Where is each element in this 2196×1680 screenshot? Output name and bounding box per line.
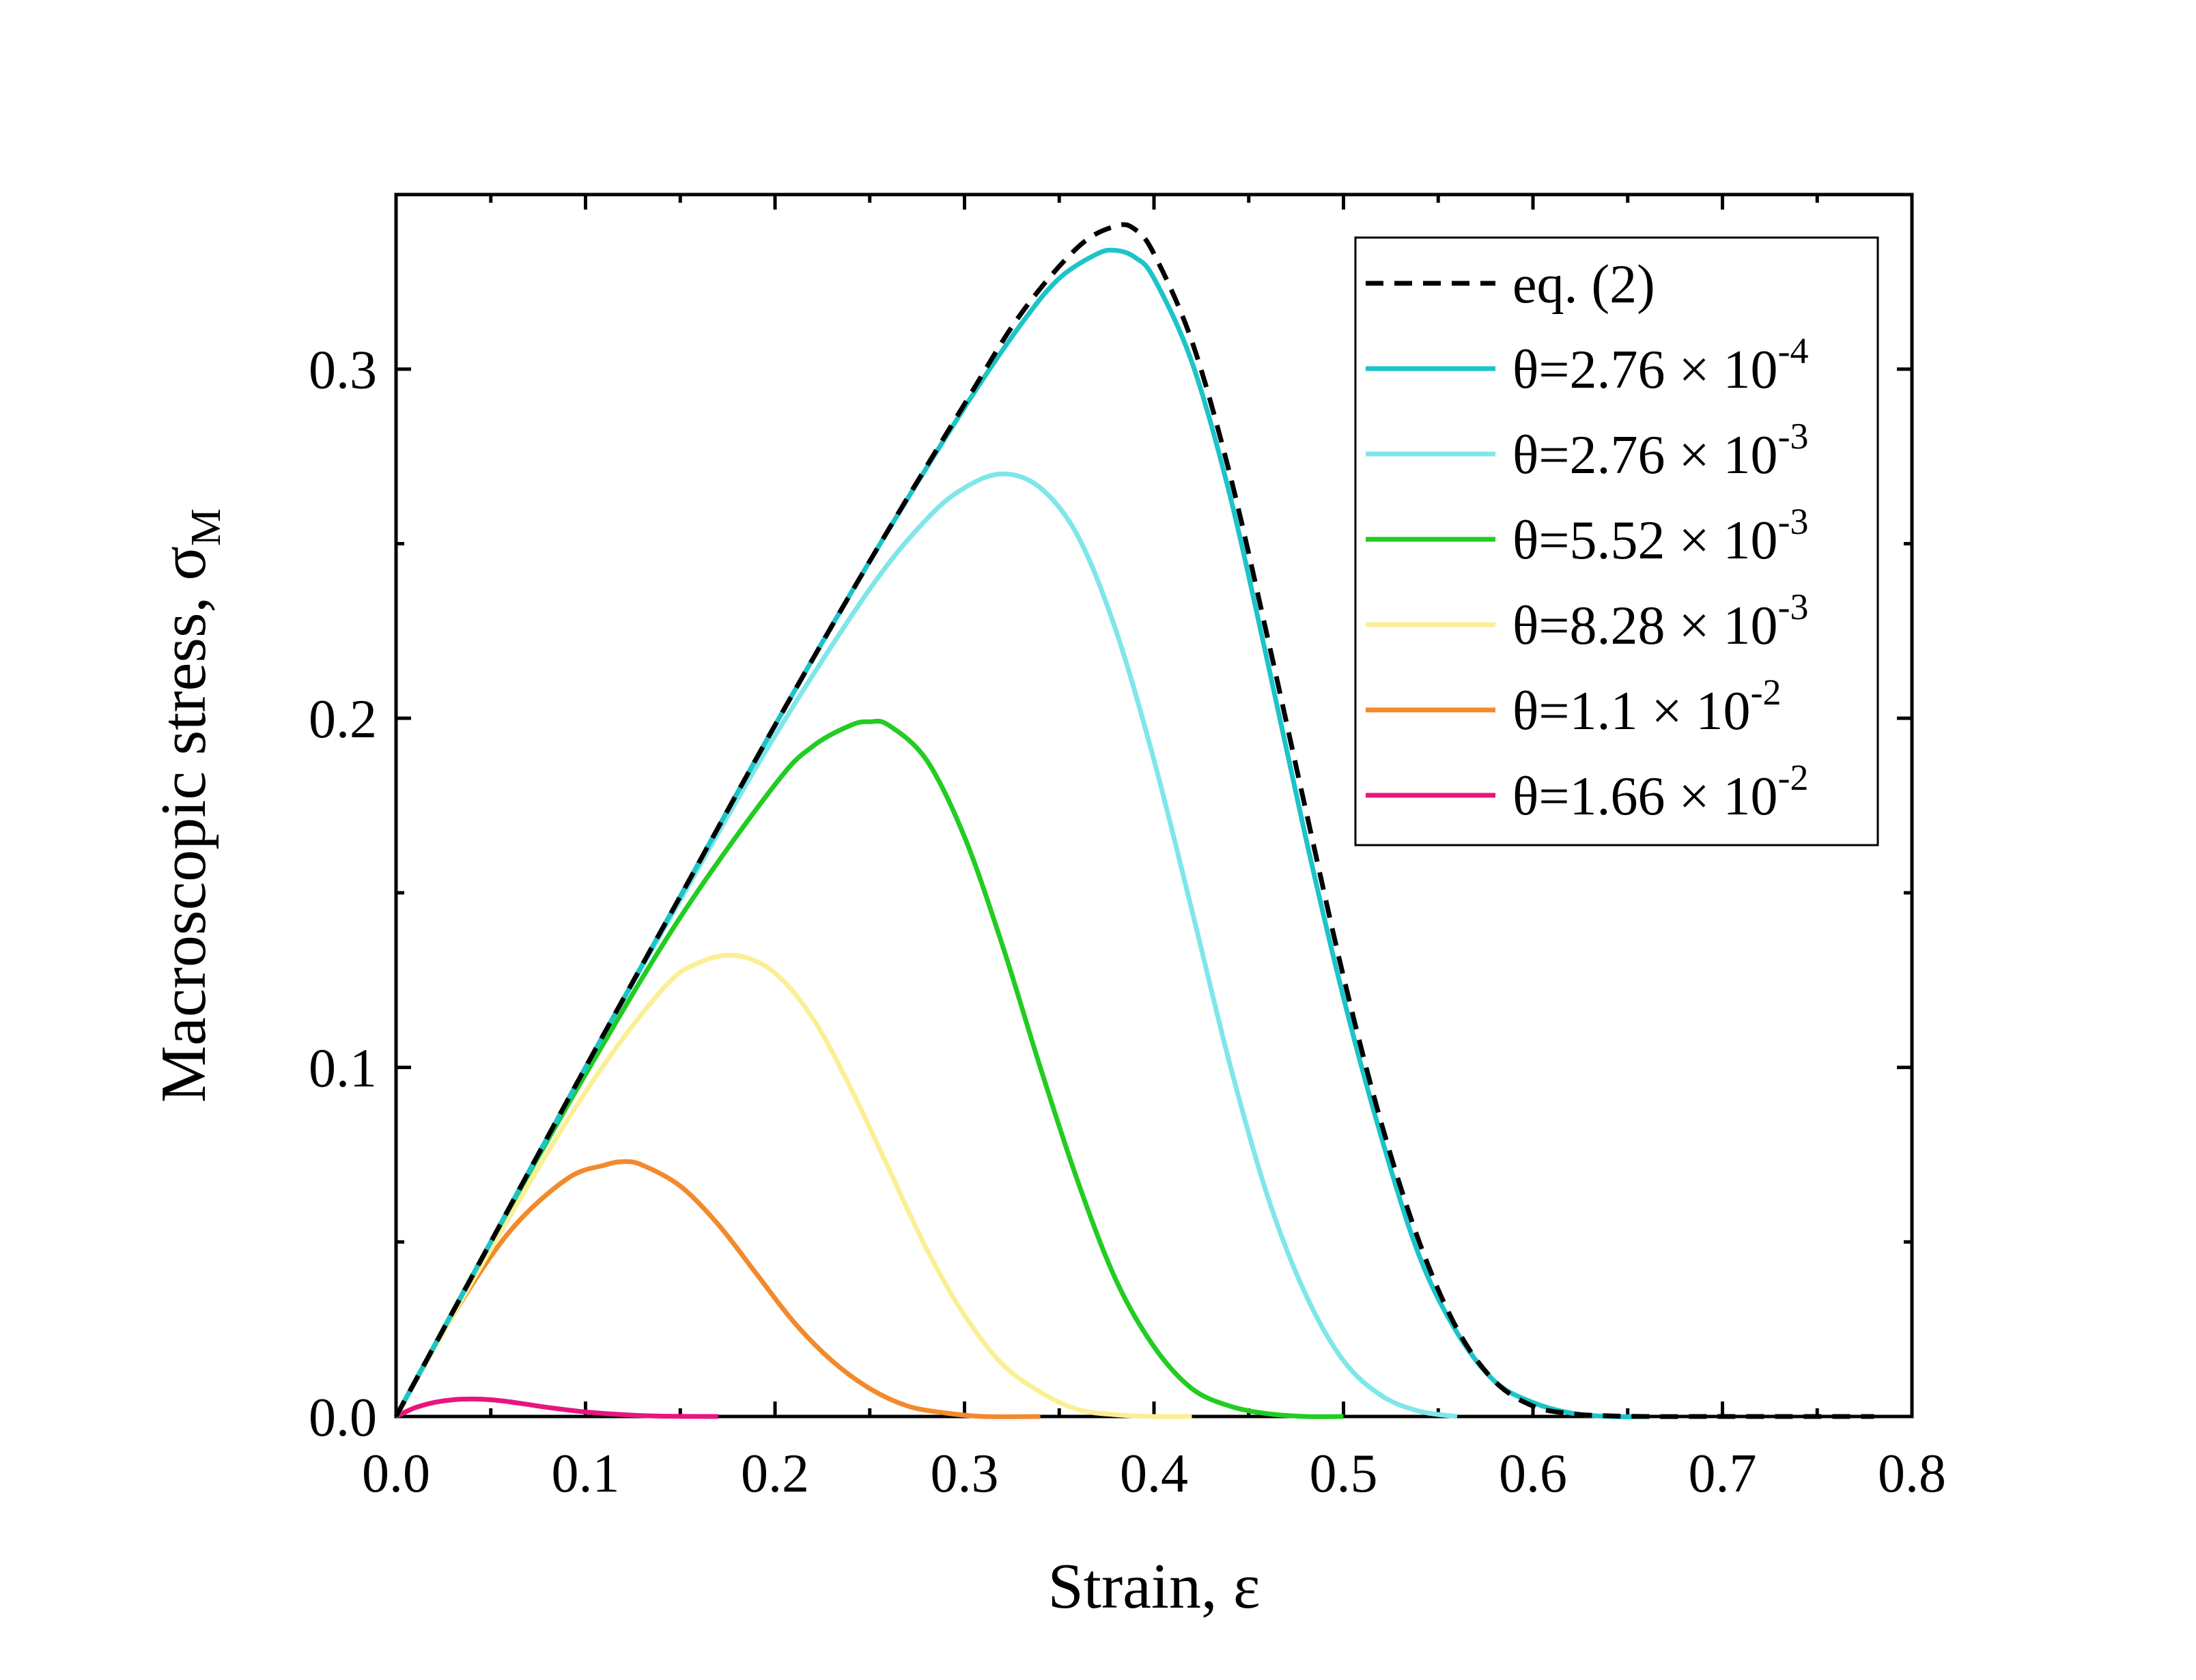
series-line-6 bbox=[395, 1396, 718, 1419]
series-line-2 bbox=[393, 471, 1458, 1419]
y-tick-label: 0.0 bbox=[309, 1388, 377, 1448]
data-series bbox=[393, 222, 1874, 1419]
legend-label-2: θ=2.76 × 10-3 bbox=[1512, 416, 1809, 485]
x-tick-label: 0.3 bbox=[931, 1444, 999, 1504]
series-line-4 bbox=[393, 952, 1192, 1419]
y-axis-title: Macroscopic stress, σM bbox=[148, 509, 229, 1103]
y-axis-title-main: Macroscopic stress, σ bbox=[148, 546, 219, 1103]
legend-label-4: θ=8.28 × 10-3 bbox=[1512, 586, 1809, 656]
y-axis-title-subscript: M bbox=[183, 509, 229, 546]
legend-label-6: θ=1.66 × 10-2 bbox=[1512, 757, 1809, 827]
x-tick-label: 0.1 bbox=[552, 1444, 620, 1504]
legend-label-5: θ=1.1 × 10-2 bbox=[1512, 672, 1782, 741]
x-tick-label: 0.8 bbox=[1878, 1444, 1946, 1504]
series-line-3 bbox=[393, 718, 1344, 1419]
x-tick-label: 0.2 bbox=[741, 1444, 809, 1504]
y-tick-label: 0.1 bbox=[309, 1039, 377, 1099]
legend: eq. (2) θ=2.76 × 10-4 θ=2.76 × 10-3 θ=5.52 … bbox=[1354, 236, 1879, 846]
series-line-5 bbox=[393, 1159, 1041, 1419]
x-tick-label: 0.6 bbox=[1499, 1444, 1567, 1504]
legend-label-0: eq. (2) bbox=[1512, 255, 1655, 315]
axis-ticks: 0.0 0.1 0.2 0.3 0.4 0.5 0.6 0.7 0.8 0.0 0.1 0.2 0.3 bbox=[309, 195, 1946, 1504]
y-tick-label: 0.3 bbox=[309, 341, 377, 401]
series-line-0 bbox=[393, 222, 1874, 1419]
y-tick-label: 0.2 bbox=[309, 689, 377, 750]
x-axis-title: Strain, ε bbox=[1047, 1551, 1260, 1622]
x-tick-label: 0.5 bbox=[1310, 1444, 1378, 1504]
legend-label-3: θ=5.52 × 10-3 bbox=[1512, 501, 1809, 571]
x-tick-label: 0.0 bbox=[362, 1444, 430, 1504]
legend-label-1: θ=2.76 × 10-4 bbox=[1512, 330, 1809, 400]
x-tick-label: 0.4 bbox=[1120, 1444, 1188, 1504]
x-tick-label: 0.7 bbox=[1689, 1444, 1757, 1504]
